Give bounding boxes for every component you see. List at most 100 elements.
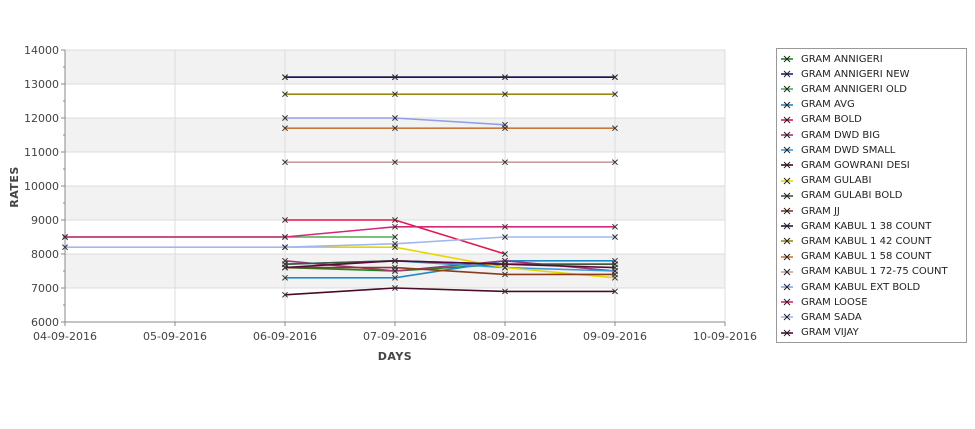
data-point-marker (282, 291, 288, 298)
data-point-marker (612, 91, 618, 98)
chart-legend: GRAM ANNIGERI GRAM ANNIGERI NEW GRAM ANNIG… (776, 48, 967, 343)
legend-label: GRAM AVG (801, 99, 855, 111)
legend-marker-icon (781, 177, 793, 184)
data-point-marker (612, 234, 618, 240)
data-point-marker (282, 244, 288, 251)
x-tick-label: 09-09-2016 (583, 330, 647, 343)
legend-label: GRAM DWD BIG (801, 129, 880, 141)
data-point-marker (392, 274, 398, 281)
legend-item: GRAM ANNIGERI (781, 52, 883, 66)
legend-label: GRAM JJ (801, 205, 840, 217)
legend-marker-icon (781, 298, 793, 306)
data-point-marker (282, 234, 288, 240)
legend-label: GRAM GOWRANI DESI (801, 159, 910, 171)
x-tick-label: 08-09-2016 (473, 330, 537, 343)
data-point-marker (392, 125, 398, 132)
data-point-marker (502, 121, 508, 128)
y-tick-label: 12000 (24, 112, 59, 125)
legend-marker-icon (781, 253, 793, 260)
axes (61, 49, 726, 326)
legend-label: GRAM KABUL 1 42 COUNT (801, 235, 932, 247)
legend-marker-icon (781, 238, 793, 245)
data-point-marker (502, 251, 508, 257)
data-point-marker (502, 74, 508, 81)
data-point-marker (502, 91, 508, 98)
legend-item: GRAM SADA (781, 310, 862, 324)
legend-label: GRAM DWD SMALL (801, 144, 896, 156)
data-point-marker (502, 271, 508, 278)
legend-marker-icon (781, 146, 793, 154)
legend-marker-icon (781, 207, 793, 215)
data-point-marker (282, 115, 288, 121)
series-line (285, 259, 615, 279)
legend-marker-icon (781, 192, 793, 200)
legend-item: GRAM GOWRANI DESI (781, 158, 910, 172)
y-tick-label: 7000 (31, 282, 59, 295)
data-point-marker (392, 74, 398, 81)
y-tick-label: 13000 (24, 78, 59, 91)
legend-label: GRAM GULABI (801, 175, 872, 187)
data-point-marker (612, 288, 618, 295)
legend-marker-icon (781, 314, 793, 321)
data-point-marker (392, 91, 398, 98)
legend-item: GRAM GULABI (781, 174, 871, 188)
data-point-marker (612, 159, 618, 166)
x-axis-title: DAYS (378, 350, 412, 363)
legend-item: GRAM KABUL 1 38 COUNT (781, 219, 931, 233)
data-point-marker (392, 240, 398, 247)
data-point-marker (502, 234, 508, 240)
series-line (285, 246, 616, 279)
legend-item: GRAM KABUL 1 58 COUNT (781, 250, 931, 264)
y-tick-label: 14000 (24, 44, 59, 57)
legend-label: GRAM BOLD (801, 114, 862, 126)
data-point-marker (612, 125, 618, 132)
legend-item: GRAM JJ (781, 204, 840, 218)
data-point-marker (392, 285, 398, 291)
legend-item: GRAM BOLD (781, 113, 862, 127)
data-point-marker (392, 217, 398, 223)
legend-label: GRAM GULABI BOLD (801, 190, 903, 202)
series-line (284, 287, 615, 296)
legend-marker-icon (781, 116, 793, 124)
y-tick-label: 10000 (24, 180, 59, 193)
data-point-marker (62, 234, 68, 240)
legend-marker-icon (781, 268, 793, 276)
data-point-marker (282, 274, 288, 281)
y-tick-label: 11000 (24, 146, 59, 159)
data-point-marker (502, 223, 508, 230)
legend-marker-icon (781, 131, 793, 139)
legend-label: GRAM ANNIGERI OLD (801, 83, 907, 95)
legend-label: GRAM KABUL EXT BOLD (801, 281, 921, 293)
legend-marker-icon (781, 222, 793, 230)
data-point-marker (282, 264, 288, 271)
series-line (284, 259, 616, 269)
y-tick-label: 6000 (31, 316, 59, 329)
data-point-marker (392, 115, 398, 121)
y-axis-title: RATES (8, 166, 21, 208)
legend-marker-icon (781, 162, 793, 169)
data-point-marker (392, 159, 398, 166)
legend-item: GRAM LOOSE (781, 295, 868, 309)
legend-item: GRAM ANNIGERI OLD (781, 82, 907, 96)
x-tick-label: 10-09-2016 (693, 330, 757, 343)
y-tick-labels: 6000 7000 8000 9000 10000 11000 12000 13000 1400… (24, 44, 59, 329)
data-point-marker (502, 261, 508, 268)
legend-marker-icon (781, 70, 793, 78)
data-point-marker (392, 223, 398, 230)
data-point-marker (282, 91, 288, 98)
legend-label: GRAM KABUL 1 58 COUNT (801, 251, 932, 263)
data-point-marker (62, 244, 68, 251)
data-point-marker (392, 264, 398, 271)
data-point-marker (282, 159, 288, 166)
legend-item: GRAM KABUL EXT BOLD (781, 280, 920, 294)
legend-item: GRAM DWD BIG (781, 128, 880, 142)
legend-item: GRAM ANNIGERI NEW (781, 67, 910, 81)
data-point-marker (282, 125, 288, 132)
data-point-marker (612, 271, 618, 278)
legend-item: GRAM VIJAY (781, 326, 859, 340)
legend-label: GRAM ANNIGERI (801, 53, 883, 65)
data-point-marker (392, 257, 398, 264)
data-point-marker (502, 288, 508, 295)
series-markers (62, 74, 618, 298)
